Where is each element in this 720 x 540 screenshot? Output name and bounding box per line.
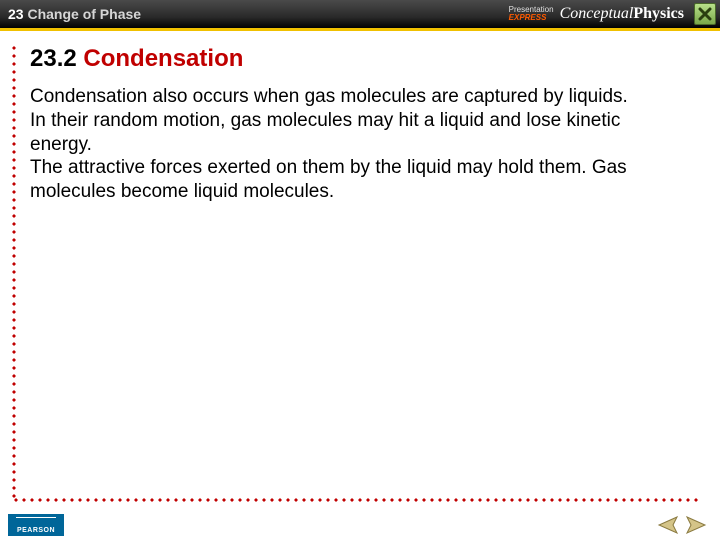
content-area: 23.2 Condensation Condensation also occu… — [0, 31, 720, 510]
pearson-logo-line — [16, 517, 56, 518]
prev-button[interactable] — [654, 514, 680, 536]
publisher-name: PEARSON — [17, 527, 55, 534]
brand-area: Presentation EXPRESS ConceptualPhysics — [509, 0, 684, 28]
section-title: Condensation — [83, 45, 243, 72]
chapter-title: Change of Phase — [27, 6, 141, 22]
paragraph-2: In their random motion, gas molecules ma… — [30, 109, 670, 157]
section-number: 23.2 — [30, 45, 77, 72]
section-heading: 23.2 Condensation — [30, 45, 696, 73]
chapter-label: 23 Change of Phase — [0, 6, 141, 22]
book-word1: Conceptual — [560, 5, 634, 22]
paragraph-1: Condensation also occurs when gas molecu… — [30, 85, 670, 109]
close-button[interactable] — [694, 3, 716, 25]
paragraph-3: The attractive forces exerted on them by… — [30, 156, 670, 204]
body-text: Condensation also occurs when gas molecu… — [30, 85, 670, 204]
arrow-right-icon — [685, 515, 709, 535]
arrow-left-icon — [655, 515, 679, 535]
chapter-number: 23 — [8, 6, 24, 22]
footer: PEARSON — [0, 510, 720, 540]
next-button[interactable] — [684, 514, 710, 536]
brand-presentation: Presentation EXPRESS — [509, 6, 554, 22]
top-bar: 23 Change of Phase Presentation EXPRESS … — [0, 0, 720, 28]
brand-book-title: ConceptualPhysics — [560, 5, 684, 23]
pearson-logo: PEARSON — [8, 514, 64, 536]
brand-line2: EXPRESS — [509, 14, 554, 22]
nav-arrows — [654, 514, 710, 536]
book-word2: Physics — [633, 5, 684, 22]
close-icon — [698, 7, 712, 21]
